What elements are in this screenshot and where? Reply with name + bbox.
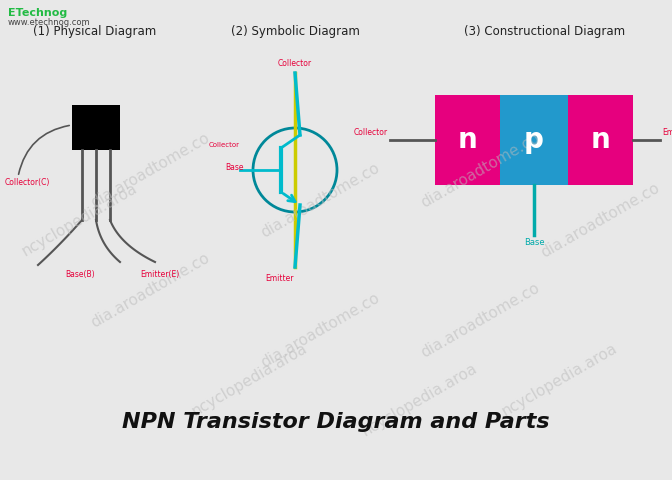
- Text: (3) Constructional Diagram: (3) Constructional Diagram: [464, 25, 626, 38]
- Text: ncyclopеdia.aroa: ncyclopеdia.aroa: [190, 341, 310, 419]
- Text: Base: Base: [226, 163, 244, 171]
- Text: n: n: [458, 126, 477, 154]
- Text: NPN Transistor Diagram and Parts: NPN Transistor Diagram and Parts: [122, 412, 550, 432]
- Text: Collector: Collector: [209, 142, 240, 148]
- Text: dia.aroadtome.co: dia.aroadtome.co: [88, 130, 212, 210]
- Text: Emitter(E): Emitter(E): [140, 271, 179, 279]
- Bar: [500, 95, 568, 185]
- Text: ncyclopеdia.aroa: ncyclopеdia.aroa: [499, 341, 620, 419]
- Bar: [435, 95, 500, 185]
- Bar: [72, 105, 120, 150]
- Text: dia.aroadtome.co: dia.aroadtome.co: [418, 130, 542, 210]
- Text: Collector(C): Collector(C): [5, 179, 50, 188]
- Text: p: p: [524, 126, 544, 154]
- Text: ncyclopеdia.aroa: ncyclopеdia.aroa: [360, 361, 480, 439]
- Text: Emitter: Emitter: [265, 274, 294, 283]
- Bar: [568, 95, 633, 185]
- Text: Collector: Collector: [354, 128, 388, 137]
- Text: (2) Symbolic Diagram: (2) Symbolic Diagram: [230, 25, 360, 38]
- Text: www.etechnog.com: www.etechnog.com: [8, 18, 91, 27]
- Text: n: n: [591, 126, 610, 154]
- Text: dia.aroadtome.co: dia.aroadtome.co: [258, 160, 382, 240]
- Text: dia.aroadtome.co: dia.aroadtome.co: [258, 290, 382, 370]
- Text: dia.aroadtome.co: dia.aroadtome.co: [418, 280, 542, 360]
- Text: Base(B): Base(B): [65, 271, 95, 279]
- Text: dia.aroadtome.co: dia.aroadtome.co: [538, 180, 662, 260]
- Text: (1) Physical Diagram: (1) Physical Diagram: [34, 25, 157, 38]
- Text: ETechnog: ETechnog: [8, 8, 67, 18]
- Text: Collector: Collector: [278, 59, 312, 68]
- Text: ncyclopеdia.aroa: ncyclopеdia.aroa: [19, 181, 140, 259]
- Text: Emitter: Emitter: [662, 128, 672, 137]
- Text: Base: Base: [523, 238, 544, 247]
- Text: dia.aroadtome.co: dia.aroadtome.co: [88, 250, 212, 330]
